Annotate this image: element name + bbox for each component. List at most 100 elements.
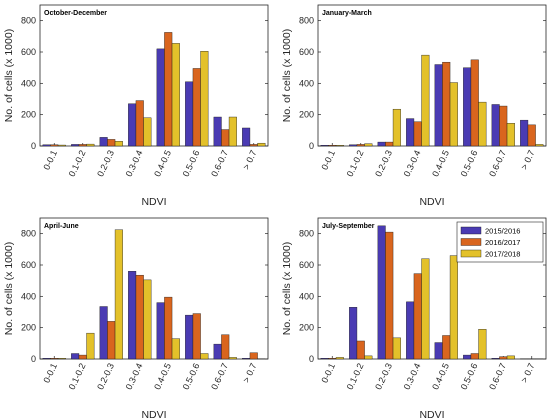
x-tick-label: > 0.7 xyxy=(241,149,259,172)
x-tick-label: 0.1-0.2 xyxy=(345,149,366,179)
bar-2015-2016-2 xyxy=(71,144,80,147)
x-tick-label: 0-0.1 xyxy=(41,149,59,172)
y-tick-label: 800 xyxy=(21,229,36,239)
y-tick-label: 0 xyxy=(309,354,314,364)
bar-2017-2018-4 xyxy=(421,258,430,360)
x-tick-label: 0.5-0.6 xyxy=(459,362,480,392)
y-tick-label: 200 xyxy=(21,110,36,120)
y-tick-label: 600 xyxy=(299,47,314,57)
bar-2017-2018-4 xyxy=(421,54,430,147)
legend-swatch-2017-2018 xyxy=(460,249,482,258)
bar-2016-2017-6 xyxy=(192,313,201,360)
x-tick-label: 0.6-0.7 xyxy=(209,362,230,392)
bar-2016-2017-6 xyxy=(470,59,479,147)
x-tick-label: 0-0.1 xyxy=(41,362,59,385)
x-tick-label: 0.6-0.7 xyxy=(487,362,508,392)
bar-2017-2018-5 xyxy=(171,43,180,147)
y-tick-label: 400 xyxy=(21,291,36,301)
x-tick-label: 0-0.1 xyxy=(319,362,337,385)
bar-2015-2016-4 xyxy=(406,301,415,360)
y-tick-label: 200 xyxy=(299,110,314,120)
y-tick-label: 800 xyxy=(299,16,314,26)
x-tick-label: > 0.7 xyxy=(519,149,537,172)
bar-2015-2016-5 xyxy=(156,302,165,360)
x-axis-label: NDVI xyxy=(141,409,166,418)
bar-2015-2016-1 xyxy=(320,358,329,360)
chart-panel-1: 0 200 400 600 800 0-0.1 0.1-0.2 0.2-0.3 0.3-0.4 0… xyxy=(3,4,269,208)
bar-2015-2016-6 xyxy=(185,314,194,360)
bar-2016-2017-5 xyxy=(442,61,451,147)
x-tick-label: 0.5-0.6 xyxy=(181,149,202,179)
bar-2016-2017-4 xyxy=(135,100,144,147)
chart-panel-4: 0 200 400 600 800 0-0.1 0.1-0.2 0.2-0.3 0.3-0.4 0… xyxy=(281,217,547,418)
bar-2017-2018-4 xyxy=(143,117,152,147)
bar-2015-2016-8 xyxy=(242,358,251,360)
bar-2015-2016-3 xyxy=(377,141,386,147)
bar-2015-2016-3 xyxy=(99,137,108,147)
bar-2015-2016-5 xyxy=(156,48,165,147)
bar-2016-2017-4 xyxy=(413,273,422,360)
bar-2015-2016-2 xyxy=(71,353,80,360)
bar-2015-2016-1 xyxy=(42,144,51,147)
bar-2016-2017-2 xyxy=(356,340,365,360)
x-tick-label: 0.2-0.3 xyxy=(373,362,394,392)
bar-2017-2018-6 xyxy=(200,353,209,360)
bar-2015-2016-8 xyxy=(520,119,529,147)
x-tick-label: 0.3-0.4 xyxy=(124,149,145,179)
bar-2016-2017-2 xyxy=(78,144,87,147)
panel-title: January-March xyxy=(322,10,372,17)
bar-2016-2017-1 xyxy=(328,358,337,360)
y-tick-label: 400 xyxy=(21,78,36,88)
bar-2016-2017-7 xyxy=(499,356,508,360)
bar-2017-2018-2 xyxy=(86,332,95,360)
x-tick-label: 0.1-0.2 xyxy=(345,362,366,392)
bar-2017-2018-3 xyxy=(114,141,123,147)
y-tick-label: 600 xyxy=(21,260,36,270)
x-tick-label: 0.4-0.5 xyxy=(430,149,451,179)
bar-2016-2017-7 xyxy=(221,129,230,147)
bar-2016-2017-4 xyxy=(135,274,144,360)
bar-2016-2017-8 xyxy=(249,144,258,147)
y-tick-label: 400 xyxy=(299,78,314,88)
panel-title: April-June xyxy=(44,223,79,230)
x-tick-label: 0.6-0.7 xyxy=(487,149,508,179)
bar-2017-2018-3 xyxy=(392,337,401,360)
legend-label: 2015/2016 xyxy=(485,227,520,236)
bar-2017-2018-7 xyxy=(506,355,515,360)
bar-2015-2016-3 xyxy=(99,306,108,360)
x-tick-label: 0.2-0.3 xyxy=(373,149,394,179)
legend-swatch-2015-2016 xyxy=(460,226,482,235)
bar-2015-2016-1 xyxy=(42,358,51,360)
bar-2016-2017-8 xyxy=(249,352,258,360)
plot-frame xyxy=(39,217,269,360)
y-tick-label: 0 xyxy=(31,354,36,364)
bar-2016-2017-6 xyxy=(192,68,201,147)
x-tick-label: 0.2-0.3 xyxy=(95,149,116,179)
bar-2015-2016-7 xyxy=(213,116,222,147)
bar-2016-2017-7 xyxy=(221,334,230,360)
x-tick-label: 0.2-0.3 xyxy=(95,362,116,392)
legend-label: 2016/2017 xyxy=(485,238,520,247)
bar-2017-2018-8 xyxy=(535,144,544,147)
bar-2016-2017-5 xyxy=(164,296,173,360)
bar-2017-2018-6 xyxy=(478,101,487,147)
panel-title: October-December xyxy=(44,10,107,17)
x-tick-label: 0.1-0.2 xyxy=(67,362,88,392)
y-axis-label: No. of cells (x 1000) xyxy=(3,242,15,335)
y-tick-label: 600 xyxy=(21,47,36,57)
x-tick-label: 0.3-0.4 xyxy=(124,362,145,392)
bar-2016-2017-8 xyxy=(527,124,536,147)
x-tick-label: 0.4-0.5 xyxy=(430,362,451,392)
bar-2017-2018-1 xyxy=(57,144,66,147)
bar-2017-2018-3 xyxy=(392,108,401,147)
bar-2015-2016-5 xyxy=(434,342,443,360)
chart-panel-2: 0 200 400 600 800 0-0.1 0.1-0.2 0.2-0.3 0.3-0.4 0… xyxy=(281,4,547,208)
bar-2017-2018-7 xyxy=(506,123,515,147)
x-tick-label: 0.6-0.7 xyxy=(209,149,230,179)
y-axis-label: No. of cells (x 1000) xyxy=(3,29,15,122)
bar-2015-2016-7 xyxy=(491,104,500,147)
bar-2016-2017-4 xyxy=(413,121,422,147)
bar-2017-2018-3 xyxy=(114,229,123,360)
bar-2017-2018-2 xyxy=(86,143,95,147)
x-tick-label: > 0.7 xyxy=(519,362,537,385)
